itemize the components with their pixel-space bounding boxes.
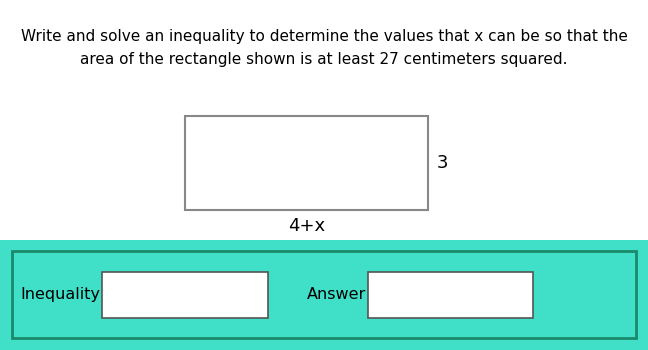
- Bar: [12, 251, 636, 338]
- Bar: [102, 272, 268, 318]
- Bar: [185, 116, 428, 210]
- Bar: [368, 272, 533, 318]
- Text: 3: 3: [437, 154, 448, 172]
- Bar: [0, 240, 648, 350]
- Text: Answer: Answer: [307, 287, 366, 302]
- Text: Inequality: Inequality: [21, 287, 100, 302]
- Text: area of the rectangle shown is at least 27 centimeters squared.: area of the rectangle shown is at least …: [80, 52, 568, 67]
- Text: Write and solve an inequality to determine the values that x can be so that the: Write and solve an inequality to determi…: [21, 29, 627, 44]
- Text: 4+x: 4+x: [288, 217, 325, 235]
